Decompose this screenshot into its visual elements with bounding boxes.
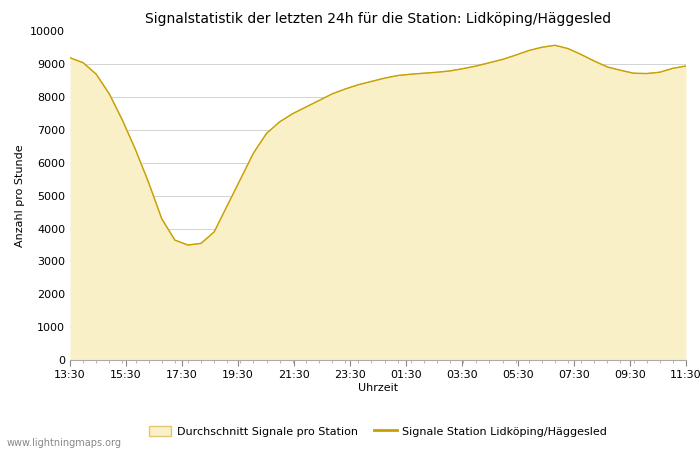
Title: Signalstatistik der letzten 24h für die Station: Lidköping/Häggesled: Signalstatistik der letzten 24h für die …: [145, 12, 611, 26]
Y-axis label: Anzahl pro Stunde: Anzahl pro Stunde: [15, 144, 24, 247]
Legend: Durchschnitt Signale pro Station, Signale Station Lidköping/Häggesled: Durchschnitt Signale pro Station, Signal…: [144, 421, 612, 441]
Text: www.lightningmaps.org: www.lightningmaps.org: [7, 438, 122, 448]
X-axis label: Uhrzeit: Uhrzeit: [358, 383, 398, 393]
